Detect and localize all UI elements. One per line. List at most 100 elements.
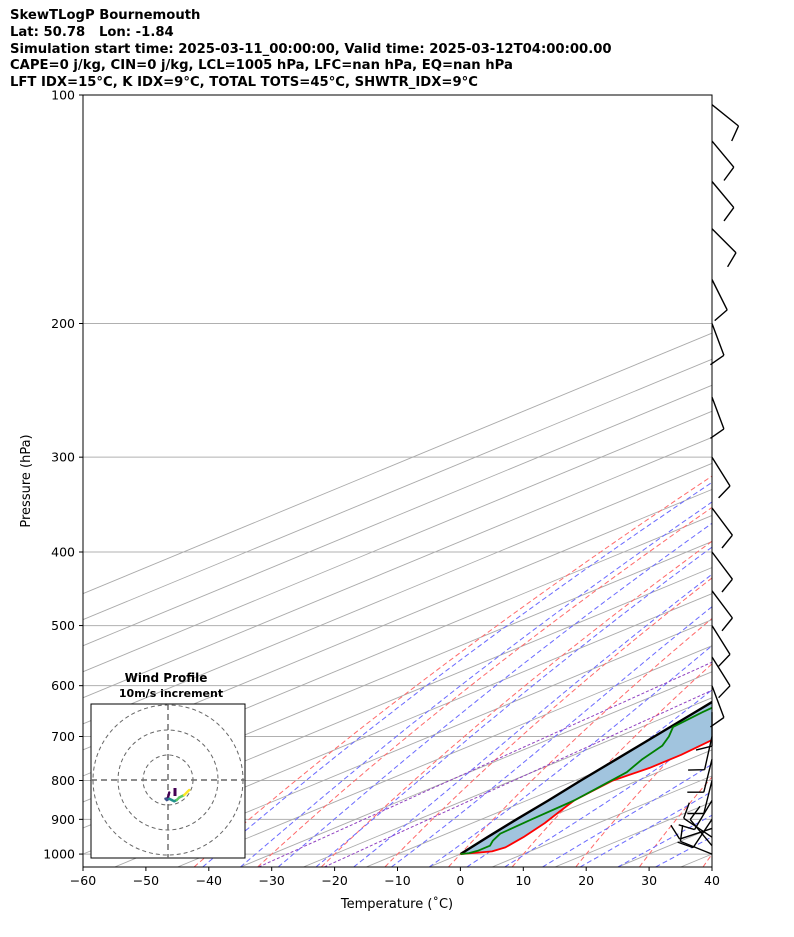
isotherm-line <box>240 671 712 867</box>
dry-adiabat-line <box>638 776 712 867</box>
wind-barb-shaft <box>711 181 735 222</box>
y-tick-label: 300 <box>51 450 75 465</box>
x-tick-label: −50 <box>133 873 159 888</box>
isotherm-line <box>177 645 712 867</box>
isotherm-line <box>83 567 712 829</box>
temperature-profile-line <box>460 738 712 855</box>
isotherm-line <box>366 723 712 867</box>
wind-barb-shaft <box>695 712 713 751</box>
wind-barbs <box>670 104 740 855</box>
wind-barb-shaft <box>711 590 733 632</box>
cin-shaded-area <box>460 702 712 855</box>
x-tick-label: −30 <box>259 873 285 888</box>
moist-adiabat-line <box>542 763 712 867</box>
wind-barb <box>711 279 728 322</box>
x-tick-label: 40 <box>704 873 720 888</box>
wind-barb <box>711 228 737 268</box>
isotherm-line <box>83 593 712 855</box>
isotherm-line <box>83 384 712 647</box>
dry-adiabat-line <box>257 506 712 867</box>
wind-barb-shaft <box>683 802 713 838</box>
x-tick-label: −20 <box>321 873 347 888</box>
hodograph-trace-segment <box>186 788 191 793</box>
isotherm-line <box>83 358 712 621</box>
axes: −60 −50 −40 −30 −20 −10 0 10 20 30 40 100 200 300 400 5… <box>43 88 720 889</box>
y-tick-label: 500 <box>51 618 75 633</box>
x-tick-label: 30 <box>641 873 657 888</box>
header-line-2: Lat: 50.78 Lon: -1.84 <box>10 24 174 40</box>
isotherm-line <box>83 462 712 725</box>
header-line-3: Simulation start time: 2025-03-11_00:00:… <box>10 41 612 57</box>
isotherm-line <box>83 332 712 595</box>
wind-barb-shaft <box>711 279 728 322</box>
wind-barb-shaft <box>711 625 731 667</box>
moist-adiabat-line <box>391 606 712 867</box>
wind-barb-shaft <box>711 104 740 142</box>
dry-adiabat-line <box>767 95 794 867</box>
wind-barb <box>695 712 713 751</box>
wind-barb-shaft <box>677 818 713 849</box>
wind-barb-shaft <box>689 805 713 847</box>
wind-barb <box>711 104 740 142</box>
wind-barb-shaft <box>711 140 735 181</box>
wind-barb <box>711 656 731 699</box>
hodograph-grid <box>91 704 245 858</box>
dry-adiabat-line <box>193 475 712 867</box>
wind-barb <box>711 551 733 593</box>
wind-barb-shaft <box>710 323 725 366</box>
dry-adiabat-line <box>511 663 712 867</box>
dry-adiabat-line <box>702 853 712 867</box>
header-line-4: CAPE=0 j/kg, CIN=0 j/kg, LCL=1005 hPa, L… <box>10 58 513 74</box>
wind-barb <box>687 759 713 793</box>
isotherm-line <box>303 697 712 867</box>
wind-barb-shaft <box>711 228 737 268</box>
moist-adiabat-line <box>277 522 712 867</box>
y-tick-label: 100 <box>51 88 75 103</box>
wind-barb-shaft <box>678 800 713 831</box>
wind-barb <box>711 625 731 667</box>
isotherm-line <box>680 853 712 867</box>
wind-barb-shaft <box>711 656 731 699</box>
y-tick-label: 400 <box>51 545 75 560</box>
x-tick-label: 20 <box>578 873 594 888</box>
y-tick-label: 700 <box>51 729 75 744</box>
moist-adiabat-line <box>315 546 712 867</box>
y-axis-label: Pressure (hPa) <box>19 434 34 527</box>
wind-barb-shaft <box>711 456 731 499</box>
wind-barb <box>711 181 735 222</box>
moist-adiabat-line <box>579 790 712 867</box>
wind-barb-shaft <box>711 551 733 593</box>
isotherm-line <box>83 410 712 673</box>
mixing-ratio-line <box>258 661 712 867</box>
wind-barb <box>711 507 733 549</box>
wind-barb-shaft <box>711 507 733 549</box>
isotherm-line <box>83 436 712 699</box>
hodograph-subtitle: 10m/s increment <box>119 687 223 700</box>
wind-barb <box>688 736 713 771</box>
header-line-1: SkewTLogP Bournemouth <box>10 8 201 23</box>
wind-barb-shaft <box>687 759 713 793</box>
wind-barb-shaft <box>710 685 725 728</box>
wind-barb <box>711 140 735 181</box>
wind-barb-shaft <box>688 736 713 771</box>
hodograph-title: Wind Profile <box>125 671 208 685</box>
wind-barb-shaft <box>687 780 713 815</box>
isotherm-line <box>429 749 712 867</box>
moist-adiabat-line <box>240 501 712 867</box>
wind-barb <box>711 590 733 632</box>
moist-adiabat-line <box>428 645 712 867</box>
moist-adiabat-line <box>504 730 712 867</box>
x-tick-label: −60 <box>70 873 96 888</box>
hodograph-inset: Wind Profile 10m/s increment <box>90 671 246 859</box>
header-line-5: LFT IDX=15°C, K IDX=9°C, TOTAL TOTS=45°C… <box>10 75 478 91</box>
y-tick-label: 900 <box>51 812 75 827</box>
x-tick-label: 10 <box>515 873 531 888</box>
y-tick-label: 600 <box>51 678 75 693</box>
wind-barb <box>677 818 713 849</box>
moist-adiabat-line <box>353 573 712 867</box>
wind-barb <box>710 396 725 439</box>
wind-barb-shaft <box>670 824 713 840</box>
wind-barb <box>711 456 731 499</box>
dry-adiabat-line <box>448 617 712 867</box>
